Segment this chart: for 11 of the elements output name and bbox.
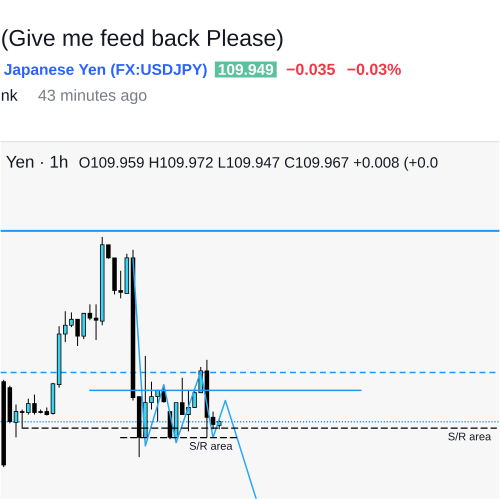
- text: Yen · 1h: [6, 155, 68, 168]
- text: nk: [2, 89, 18, 101]
- series-label: S/R area: [190, 442, 232, 450]
- text: 43 minutes ago: [38, 89, 146, 104]
- text: 109.949: [218, 64, 274, 76]
- text: O109.959 H109.972 L109.947 C109.967 +0.008 (+0.0: [79, 156, 438, 171]
- text: −0.035: [286, 64, 335, 76]
- text: −0.03%: [347, 64, 401, 76]
- chart-title: (Give me feed back Please): [2, 29, 282, 51]
- chart-subtitle: Japanese Yen (FX:USDJPY): [4, 64, 207, 78]
- series-label: S/R area: [448, 432, 492, 440]
